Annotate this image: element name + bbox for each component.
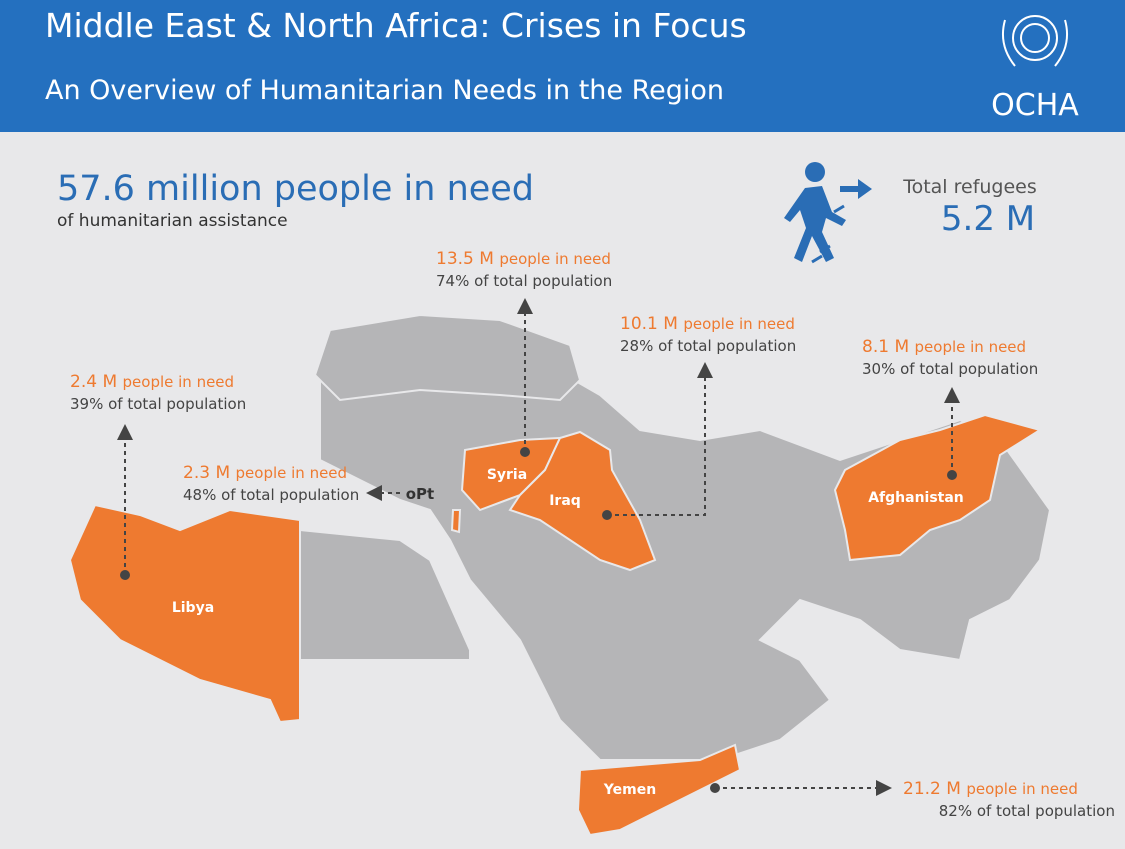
libya-shape	[68, 503, 301, 724]
need-label: people in need	[499, 250, 611, 268]
logo-text: OCHA	[991, 88, 1079, 123]
country-name: oPt	[406, 485, 434, 503]
need-label: people in need	[123, 373, 235, 391]
country-name: Yemen	[603, 782, 656, 798]
iraq-shape	[508, 430, 657, 572]
opt-shape	[450, 509, 462, 534]
country-name: Syria	[487, 467, 527, 483]
leader-lines	[117, 298, 960, 796]
share: 82% of total population	[939, 802, 1115, 820]
need-value: 13.5 M	[436, 249, 494, 269]
need-value: 8.1 M	[862, 337, 909, 357]
need: 10.1 M people in need	[620, 314, 795, 334]
afghanistan-shape	[833, 413, 1043, 562]
need-label: people in need	[966, 780, 1078, 798]
share: 74% of total population	[436, 272, 612, 290]
share: 28% of total population	[620, 337, 796, 355]
header-band	[0, 0, 1125, 132]
subline: of humanitarian assistance	[57, 211, 288, 231]
yemen-shape	[576, 743, 742, 837]
country-name: Afghanistan	[868, 490, 964, 506]
need: 2.4 M people in need	[70, 372, 234, 392]
need: 13.5 M people in need	[436, 249, 611, 269]
callouts: 13.5 M people in need 74% of total popul…	[70, 249, 1115, 820]
need-label: people in need	[683, 315, 795, 333]
share: 48% of total population	[183, 486, 359, 504]
title: Middle East & North Africa: Crises in Fo…	[45, 6, 747, 45]
share: 39% of total population	[70, 395, 246, 413]
un-emblem	[1002, 15, 1068, 67]
country-labels: Syria Iraq Afghanistan Libya oPt Yemen	[172, 467, 964, 798]
need: 8.1 M people in need	[862, 337, 1026, 357]
country-name: Libya	[172, 600, 214, 616]
need-value: 10.1 M	[620, 314, 678, 334]
share: 30% of total population	[862, 360, 1038, 378]
need-value: 21.2 M	[903, 779, 961, 799]
headline: 57.6 million people in need	[57, 169, 534, 209]
need: 2.3 M people in need	[183, 463, 347, 483]
need-value: 2.4 M	[70, 372, 117, 392]
refugee-icon	[784, 162, 872, 264]
need-value: 2.3 M	[183, 463, 230, 483]
subtitle: An Overview of Humanitarian Needs in the…	[45, 75, 724, 106]
refugees-label: Total refugees	[902, 176, 1037, 198]
refugees-value: 5.2 M	[941, 199, 1035, 239]
need: 21.2 M people in need	[903, 779, 1078, 799]
need-label: people in need	[236, 464, 348, 482]
need-label: people in need	[915, 338, 1027, 356]
map-highlight	[68, 413, 1043, 837]
country-name: Iraq	[549, 493, 581, 509]
